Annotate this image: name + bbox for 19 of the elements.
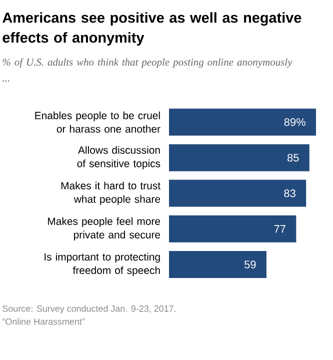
y-tick-label: Makes it hard to trust what people share (61, 182, 160, 205)
y-tick-label: Makes people feel more private and secure (48, 217, 160, 241)
y-tick-label: Allows discussion of sensitive topics (77, 146, 160, 170)
bar (169, 144, 310, 172)
y-tick-label: Is important to protecting freedom of speech (44, 252, 160, 276)
y-tick-label: Enables people to be cruel or harass one another (35, 112, 160, 133)
bar (169, 108, 316, 136)
bar (169, 251, 266, 278)
data-label: 85 (287, 154, 299, 162)
bar (169, 215, 296, 242)
chart-title: Americans see positive as well as negative effects of anonymity (2, 12, 302, 46)
data-label: 89% (284, 118, 306, 126)
data-label: 59 (244, 260, 256, 268)
data-label: 83 (284, 189, 296, 198)
bar (169, 180, 306, 207)
source-note: Source: Survey conducted Jan. 9-23, 2017. (2, 305, 176, 314)
data-label: 77 (274, 225, 286, 233)
text: “Online Harassment” (2, 318, 85, 325)
text: % of U.S. adults who think that people posting online anonymously ... (2, 58, 292, 82)
